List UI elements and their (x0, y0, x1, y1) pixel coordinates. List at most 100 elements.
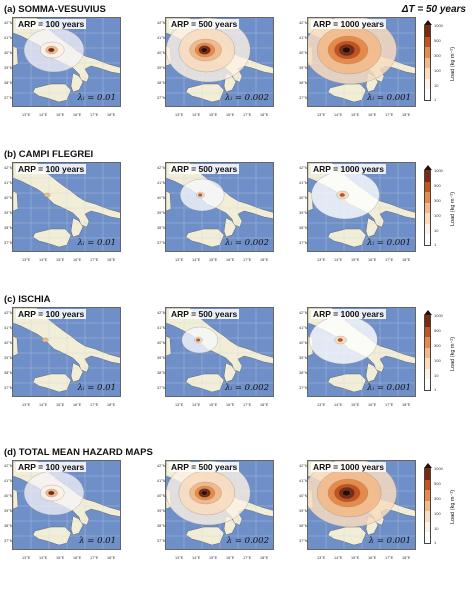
lon-tick: 14°E (192, 258, 201, 262)
colorbar-tick: 500 (434, 327, 441, 333)
colorbar-tick: 300 (434, 342, 441, 348)
lon-tick: 15°E (209, 113, 218, 117)
lat-tick: 38°N (4, 371, 13, 375)
lat-tick: 41°N (299, 36, 308, 40)
land-1 (365, 362, 379, 383)
map: ARP = 100 years λᵢ = 0.01 (12, 17, 121, 107)
lat-tick: 42°N (4, 464, 13, 468)
lat-tick: 40°N (299, 494, 308, 498)
lon-tick: 17°E (90, 113, 99, 117)
lat-tick: 42°N (157, 166, 166, 170)
lon-tick: 16°E (368, 258, 377, 262)
hazard-contour (337, 338, 343, 342)
lat-tick: 42°N (299, 166, 308, 170)
arp-label: ARP = 100 years (16, 462, 87, 472)
colorbar-extend-arrow (423, 165, 432, 170)
colorbar-tick: 300 (434, 52, 441, 58)
lon-tick: 16°E (368, 113, 377, 117)
map: ARP = 1000 years λᵢ = 0.001 (307, 17, 416, 107)
map: ARP = 100 years λᵢ = 0.01 (12, 307, 121, 397)
lambda-label: λ = 0.002 (226, 536, 269, 546)
lat-tick: 41°N (4, 181, 13, 185)
lon-tick: 17°E (385, 403, 394, 407)
map-svg (308, 308, 415, 396)
arp-label: ARP = 100 years (16, 164, 87, 174)
lat-tick: 40°N (157, 196, 166, 200)
map-panel: ARP = 100 years λ = 0.01 42°N 41°N 40°N 39°N 3… (4, 460, 121, 560)
lat-tick: 40°N (299, 51, 308, 55)
lon-tick: 13°E (317, 403, 326, 407)
lon-tick: 18°E (107, 403, 116, 407)
lon-tick: 17°E (90, 556, 99, 560)
colorbar-tick: 500 (434, 182, 441, 188)
lat-tick: 41°N (4, 326, 13, 330)
colorbar-label: Load (kg m⁻²) (450, 489, 456, 524)
lat-tick: 41°N (4, 479, 13, 483)
lat-tick: 38°N (4, 226, 13, 230)
lon-tick: 17°E (243, 403, 252, 407)
lon-tick: 18°E (107, 258, 116, 262)
colorbar-step (425, 68, 430, 79)
colorbar-extend-arrow (423, 310, 432, 315)
arp-label: ARP = 500 years (169, 164, 240, 174)
colorbar-step (425, 368, 430, 380)
lambda-label: λᵢ = 0.001 (367, 238, 411, 248)
colorbar-tick: 10 (434, 227, 439, 233)
colorbar-tick: 1000 (434, 466, 443, 471)
lon-tick: 17°E (385, 113, 394, 117)
lon-tick: 17°E (90, 258, 99, 262)
lambda-label: λᵢ = 0.01 (77, 93, 116, 103)
lon-tick: 13°E (317, 113, 326, 117)
lat-tick: 40°N (157, 341, 166, 345)
colorbar (424, 468, 431, 544)
colorbar-label: Load (kg m⁻²) (450, 191, 456, 226)
arp-label: ARP = 500 years (169, 462, 240, 472)
lon-tick: 16°E (226, 556, 235, 560)
lon-tick: 15°E (56, 403, 65, 407)
section-title: (c) ISCHIA (4, 294, 51, 305)
colorbar-step (425, 47, 430, 58)
hazard-contour (48, 47, 55, 53)
lat-tick: 37°N (4, 241, 13, 245)
map: ARP = 500 years λᵢ = 0.002 (165, 307, 274, 397)
colorbar-step (425, 223, 430, 235)
lat-tick: 38°N (4, 524, 13, 528)
lon-tick: 14°E (192, 403, 201, 407)
lat-tick: 40°N (299, 341, 308, 345)
lon-tick: 13°E (22, 403, 31, 407)
colorbar-step (425, 326, 430, 338)
map: ARP = 500 years λ = 0.002 (165, 460, 274, 550)
lat-tick: 38°N (299, 524, 308, 528)
colorbar-tick: 100 (434, 67, 441, 73)
lon-tick: 16°E (73, 258, 82, 262)
lon-tick: 15°E (209, 258, 218, 262)
lon-tick: 13°E (22, 556, 31, 560)
lat-tick: 39°N (157, 356, 166, 360)
lon-tick: 14°E (39, 113, 48, 117)
map-panel: ARP = 500 years λᵢ = 0.002 42°N 41°N 40°N 39°… (157, 162, 274, 262)
lambda-label: λᵢ = 0.01 (77, 383, 116, 393)
map-svg (166, 308, 273, 396)
colorbar-tick: 100 (434, 212, 441, 218)
land-1 (223, 217, 237, 238)
lat-tick: 42°N (299, 21, 308, 25)
lat-tick: 41°N (299, 326, 308, 330)
lat-tick: 37°N (299, 539, 308, 543)
map-svg (166, 461, 273, 549)
map-panel: ARP = 500 years λᵢ = 0.002 42°N 41°N 40°N 39°… (157, 17, 274, 117)
lon-tick: 15°E (351, 403, 360, 407)
lat-tick: 38°N (4, 81, 13, 85)
lat-tick: 39°N (299, 509, 308, 513)
colorbar-tick: 1000 (434, 313, 443, 318)
land-3 (13, 45, 19, 67)
lon-tick: 18°E (260, 403, 269, 407)
colorbar-extend-arrow (423, 20, 432, 25)
lat-tick: 41°N (299, 181, 308, 185)
colorbar-tick: 500 (434, 37, 441, 43)
colorbar-step (425, 78, 430, 90)
arp-label: ARP = 1000 years (311, 19, 386, 29)
colorbar-step (425, 234, 430, 245)
lon-tick: 16°E (226, 403, 235, 407)
colorbar-tick: 10 (434, 525, 439, 531)
hazard-contour (339, 193, 345, 197)
